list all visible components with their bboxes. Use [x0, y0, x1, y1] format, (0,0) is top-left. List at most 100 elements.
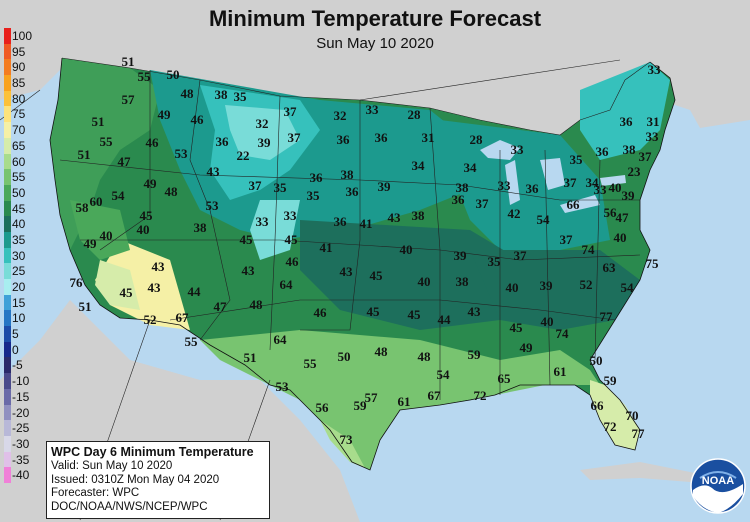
temperature-value: 34 [585, 175, 599, 190]
temperature-value: 61 [553, 364, 567, 379]
legend-row: 65 [0, 137, 46, 154]
temperature-value: 35 [233, 89, 247, 104]
legend-label: -35 [12, 452, 30, 467]
temperature-value: 33 [283, 208, 297, 223]
temperature-value: 34 [411, 158, 425, 173]
temperature-value: 45 [139, 208, 153, 223]
legend-label: 15 [12, 295, 26, 310]
temperature-value: 36 [215, 134, 229, 149]
temperature-value: 61 [397, 394, 411, 409]
legend-row: 100 [0, 28, 46, 44]
zone-desert-edge [95, 260, 140, 310]
legend-row: 35 [0, 231, 46, 248]
temperature-value: 35 [306, 188, 320, 203]
temperature-value: 28 [469, 132, 483, 147]
temperature-value: 41 [359, 216, 373, 231]
temperature-value: 50 [166, 67, 180, 82]
temperature-value: 37 [513, 248, 527, 263]
legend-swatch [4, 90, 11, 107]
temperature-value: 65 [497, 371, 511, 386]
temperature-value: 42 [507, 206, 521, 221]
temperature-value: 53 [205, 198, 219, 213]
legend-label: -5 [12, 358, 23, 373]
legend-swatch [4, 137, 11, 154]
legend-label: 35 [12, 232, 26, 247]
legend-swatch [4, 247, 11, 264]
temperature-value: 40 [613, 230, 627, 245]
temperature-value: 43 [147, 280, 161, 295]
temperature-value: 52 [143, 312, 157, 327]
temperature-value: 36 [374, 130, 388, 145]
temperature-value: 45 [284, 232, 298, 247]
legend-row: 30 [0, 247, 46, 264]
temperature-value: 45 [509, 320, 523, 335]
lake-ontario [600, 175, 626, 186]
noaa-logo-icon: NOAA [690, 458, 746, 514]
map-title: Minimum Temperature Forecast [208, 6, 542, 31]
legend-label: 75 [12, 107, 26, 122]
legend-row: 85 [0, 75, 46, 91]
info-valid: Valid: Sun May 10 2020 [51, 460, 173, 472]
legend-row: -40 [0, 467, 46, 483]
legend-row: 0 [0, 341, 46, 358]
legend-swatch [4, 357, 11, 374]
temperature-value: 46 [190, 112, 204, 127]
legend-swatch [4, 59, 11, 76]
legend-row: 55 [0, 169, 46, 185]
temperature-value: 45 [366, 304, 380, 319]
temperature-value: 64 [273, 332, 287, 347]
info-forecaster: Forecaster: WPC [51, 487, 140, 499]
temperature-value: 48 [164, 184, 178, 199]
temperature-value: 57 [364, 390, 378, 405]
temperature-value: 37 [287, 130, 301, 145]
temperature-value: 44 [437, 312, 451, 327]
legend-label: 65 [12, 138, 26, 153]
legend-row: -5 [0, 357, 46, 374]
temperature-value: 51 [243, 350, 257, 365]
legend-swatch [4, 420, 11, 436]
temperature-value: 39 [377, 179, 391, 194]
legend-swatch [4, 326, 11, 342]
temperature-value: 38 [455, 274, 469, 289]
temperature-value: 44 [187, 284, 201, 299]
coastline [49, 57, 676, 471]
temperature-value: 50 [589, 353, 603, 368]
legend-swatch [4, 184, 11, 201]
legend-row: -30 [0, 435, 46, 452]
temperature-value: 58 [75, 200, 89, 215]
temperature-value: 33 [497, 178, 511, 193]
legend-row: 60 [0, 153, 46, 170]
legend-swatch [4, 231, 11, 248]
legend-label: 40 [12, 217, 26, 232]
temperature-value: 49 [519, 340, 533, 355]
temperature-value: 23 [627, 164, 641, 179]
legend-label: -15 [12, 389, 30, 404]
info-heading: WPC Day 6 Minimum Temperature [51, 445, 254, 459]
temperature-value: 74 [555, 326, 569, 341]
temperature-value: 28 [407, 107, 421, 122]
zone-desert-sw [95, 240, 190, 330]
temperature-value: 59 [603, 373, 617, 388]
temperature-value: 37 [559, 232, 573, 247]
legend-swatch [4, 216, 11, 232]
temperature-value: 54 [436, 367, 450, 382]
temperature-value: 55 [137, 69, 151, 84]
lake-erie [560, 195, 600, 213]
temperature-value: 40 [540, 314, 554, 329]
temperature-value: 49 [83, 236, 97, 251]
temperature-value: 43 [206, 164, 220, 179]
temperature-value: 48 [180, 86, 194, 101]
temperature-value: 48 [374, 344, 388, 359]
legend-label: 55 [12, 170, 26, 185]
temperature-value: 45 [239, 232, 253, 247]
legend-swatch [4, 467, 11, 483]
temperature-value: 60 [89, 194, 103, 209]
info-issued: Issued: 0310Z Mon May 04 2020 [51, 473, 220, 486]
temperature-value: 53 [174, 146, 188, 161]
info-agency: DOC/NOAA/NWS/NCEP/WPC [51, 500, 208, 513]
legend-row: 20 [0, 279, 46, 295]
legend-row: -10 [0, 373, 46, 389]
temperature-value: 45 [369, 268, 383, 283]
temperature-value: 38 [622, 142, 636, 157]
